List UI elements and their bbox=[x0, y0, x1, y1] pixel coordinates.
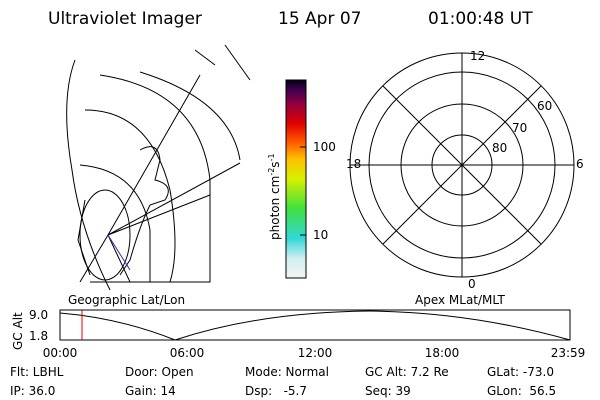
panel-label: Geographic Lat/Lon bbox=[68, 293, 185, 307]
unit: s bbox=[268, 161, 282, 167]
lat-label: 60 bbox=[537, 99, 552, 113]
timeline-box bbox=[59, 309, 571, 341]
altitude-curve bbox=[59, 310, 571, 341]
colorbar bbox=[285, 79, 307, 279]
map-ellipse bbox=[79, 189, 131, 281]
exponent: -2 bbox=[267, 168, 276, 176]
y-label: 9.0 bbox=[29, 308, 48, 322]
date: 15 Apr 07 bbox=[278, 9, 361, 29]
mlt-label: 12 bbox=[470, 49, 485, 63]
x-label: 23:59 bbox=[551, 346, 586, 360]
map-arc bbox=[66, 59, 111, 291]
x-label: 12:00 bbox=[298, 346, 333, 360]
polar-plot: 12 18 6 0 60 70 80 bbox=[346, 49, 584, 291]
mlt-label: 6 bbox=[576, 157, 584, 171]
footer-field: GC Alt: 7.2 Re bbox=[365, 365, 449, 379]
time: 01:00:48 UT bbox=[428, 9, 533, 29]
y-label: 1.8 bbox=[29, 329, 48, 343]
footer-field: Seq: 39 bbox=[365, 384, 411, 398]
coastline bbox=[194, 44, 251, 81]
exponent: -1 bbox=[267, 153, 276, 161]
x-label: 06:00 bbox=[170, 346, 205, 360]
polar-spokes bbox=[350, 53, 574, 277]
footer-field: Gain: 14 bbox=[125, 384, 176, 398]
footer-field: GLat: -73.0 bbox=[487, 365, 554, 379]
footer-field: GLon: 56.5 bbox=[487, 384, 556, 398]
map-arc bbox=[139, 71, 241, 161]
mlt-label: 0 bbox=[468, 277, 476, 291]
x-label: 18:00 bbox=[425, 346, 460, 360]
map-arc bbox=[79, 164, 151, 282]
unit: photon cm bbox=[268, 176, 282, 240]
timeline-label: GC Alt bbox=[11, 312, 25, 350]
colorbar-label: photon cm-2s-1 bbox=[267, 153, 282, 240]
title: Ultraviolet Imager bbox=[48, 9, 202, 29]
coastline bbox=[77, 146, 169, 276]
mlt-label: 18 bbox=[346, 157, 361, 171]
lat-label: 80 bbox=[492, 141, 507, 155]
geo-map bbox=[66, 44, 251, 291]
lat-label: 70 bbox=[512, 121, 527, 135]
colorbar-tick-label: 100 bbox=[313, 140, 336, 154]
colorbar-tick-label: 10 bbox=[313, 228, 328, 242]
footer-field: Dsp: -5.7 bbox=[245, 384, 307, 398]
footer-field: IP: 36.0 bbox=[10, 384, 55, 398]
footer-field: Door: Open bbox=[125, 365, 194, 379]
map-meridians bbox=[79, 74, 241, 283]
panel-label: Apex MLat/MLT bbox=[415, 293, 505, 307]
footer-field: Mode: Normal bbox=[245, 365, 329, 379]
map-arc bbox=[84, 109, 176, 283]
footer-field: Flt: LBHL bbox=[10, 365, 64, 379]
x-label: 00:00 bbox=[43, 346, 78, 360]
map-track bbox=[107, 234, 131, 271]
